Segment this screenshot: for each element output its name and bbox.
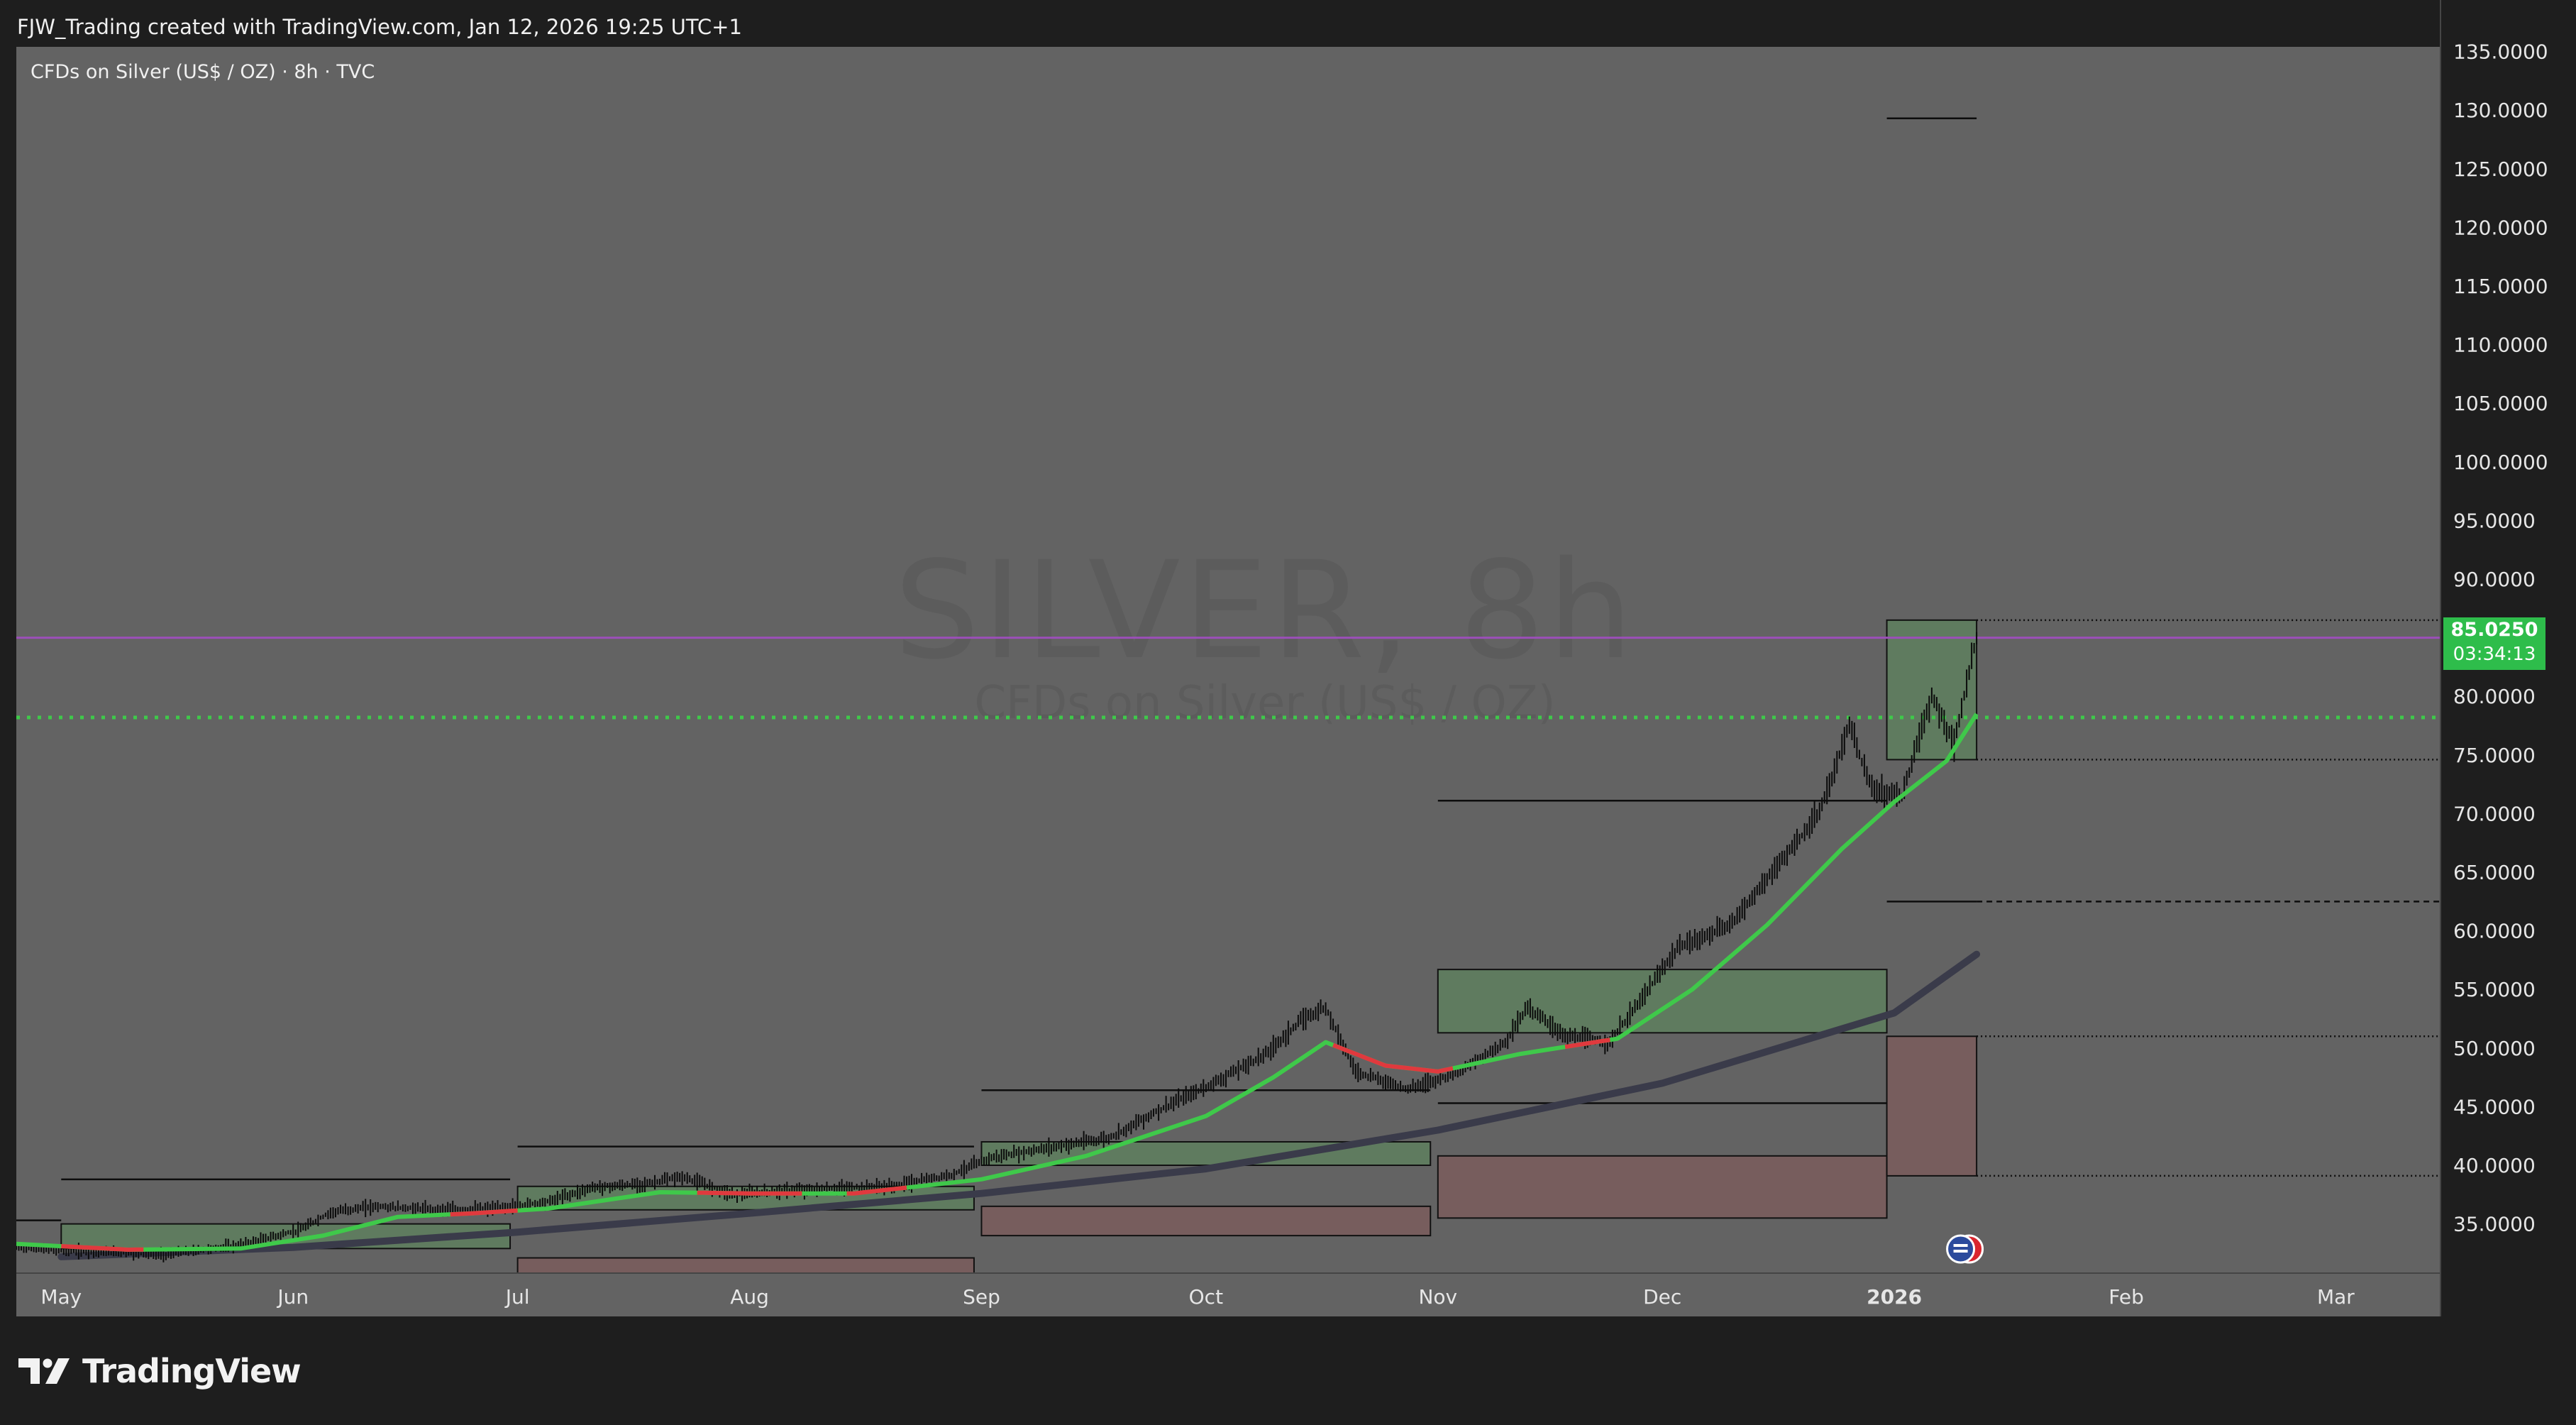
us-flag-stripe — [1953, 1244, 1968, 1247]
time-axis-tick-label: Nov — [1418, 1285, 1457, 1309]
price-axis-tick-label: 105.0000 — [2453, 392, 2548, 415]
price-axis-tick-label: 40.0000 — [2453, 1154, 2536, 1177]
price-axis-tick-label: 120.0000 — [2453, 216, 2548, 239]
time-axis-tick-label: Oct — [1189, 1285, 1223, 1309]
fast-ema-line — [16, 712, 1979, 1252]
price-axis-tick-label: 90.0000 — [2453, 568, 2536, 591]
price-axis-tick-label: 60.0000 — [2453, 920, 2536, 943]
fast-ema-down-segment — [450, 1208, 518, 1217]
price-axis-tick-label: 50.0000 — [2453, 1037, 2536, 1060]
price-axis-tick-label: 115.0000 — [2453, 275, 2548, 298]
fast-ema-down-segment — [1564, 1038, 1610, 1050]
last-price-value: 85.0250 — [2450, 619, 2538, 642]
symbol-label[interactable]: CFDs on Silver (US$ / OZ) · 8h · TVC — [31, 61, 375, 83]
price-axis-tick-label: 110.0000 — [2453, 334, 2548, 357]
chart-attribution: FJW_Trading created with TradingView.com… — [17, 15, 742, 39]
time-axis-tick-label: Jun — [276, 1285, 309, 1309]
slow-moving-average-line — [57, 950, 1981, 1260]
time-axis-tick-label: Aug — [730, 1285, 769, 1309]
time-axis-tick-label: May — [40, 1285, 82, 1309]
price-axis-tick-label: 70.0000 — [2453, 802, 2536, 825]
last-price-tag: 85.0250 03:34:13 — [2443, 617, 2545, 671]
fast-ema-down-segment — [1332, 1042, 1454, 1074]
price-axis-tick-label: 95.0000 — [2453, 509, 2536, 532]
fast-ema-down-segment — [61, 1244, 144, 1252]
time-axis-tick-label: Sep — [963, 1285, 1000, 1309]
us-flag-icon — [1946, 1234, 1976, 1264]
red-zone — [980, 1205, 1432, 1237]
time-axis-tick-label: Feb — [2108, 1285, 2144, 1309]
red-zone — [516, 1257, 975, 1273]
price-axis-tick-label: 35.0000 — [2453, 1213, 2536, 1236]
green-zone — [1437, 969, 1888, 1034]
price-axis-tick-label: 100.0000 — [2453, 451, 2548, 474]
bar-countdown: 03:34:13 — [2453, 644, 2536, 666]
time-axis-tick-label: Mar — [2317, 1285, 2355, 1309]
fast-ema-down-segment — [697, 1190, 802, 1196]
price-axis-tick-label: 130.0000 — [2453, 99, 2548, 122]
red-zone — [1437, 1155, 1888, 1219]
us-flag-stripe — [1953, 1250, 1968, 1253]
price-axis-tick-label: 65.0000 — [2453, 861, 2536, 884]
red-zone — [1886, 1035, 1978, 1177]
time-axis-tick-label: Jul — [504, 1285, 530, 1309]
price-axis-tick-label: 55.0000 — [2453, 978, 2536, 1001]
price-axis-tick-label: 75.0000 — [2453, 744, 2536, 767]
price-axis-tick-label: 45.0000 — [2453, 1095, 2536, 1118]
time-axis-tick-label: Dec — [1643, 1285, 1681, 1309]
time-axis-tick-label: 2026 — [1867, 1285, 1922, 1309]
tradingview-wordmark: TradingView — [82, 1352, 302, 1390]
tradingview-logo[interactable]: TradingView — [18, 1348, 302, 1394]
price-axis-tick-label: 135.0000 — [2453, 40, 2548, 64]
price-axis-tick-label: 80.0000 — [2453, 685, 2536, 708]
plot-layer — [16, 117, 2440, 1273]
tradingview-mark-icon — [18, 1358, 70, 1384]
price-axis-tick-label: 125.0000 — [2453, 158, 2548, 181]
fast-ema-down-segment — [846, 1185, 907, 1196]
